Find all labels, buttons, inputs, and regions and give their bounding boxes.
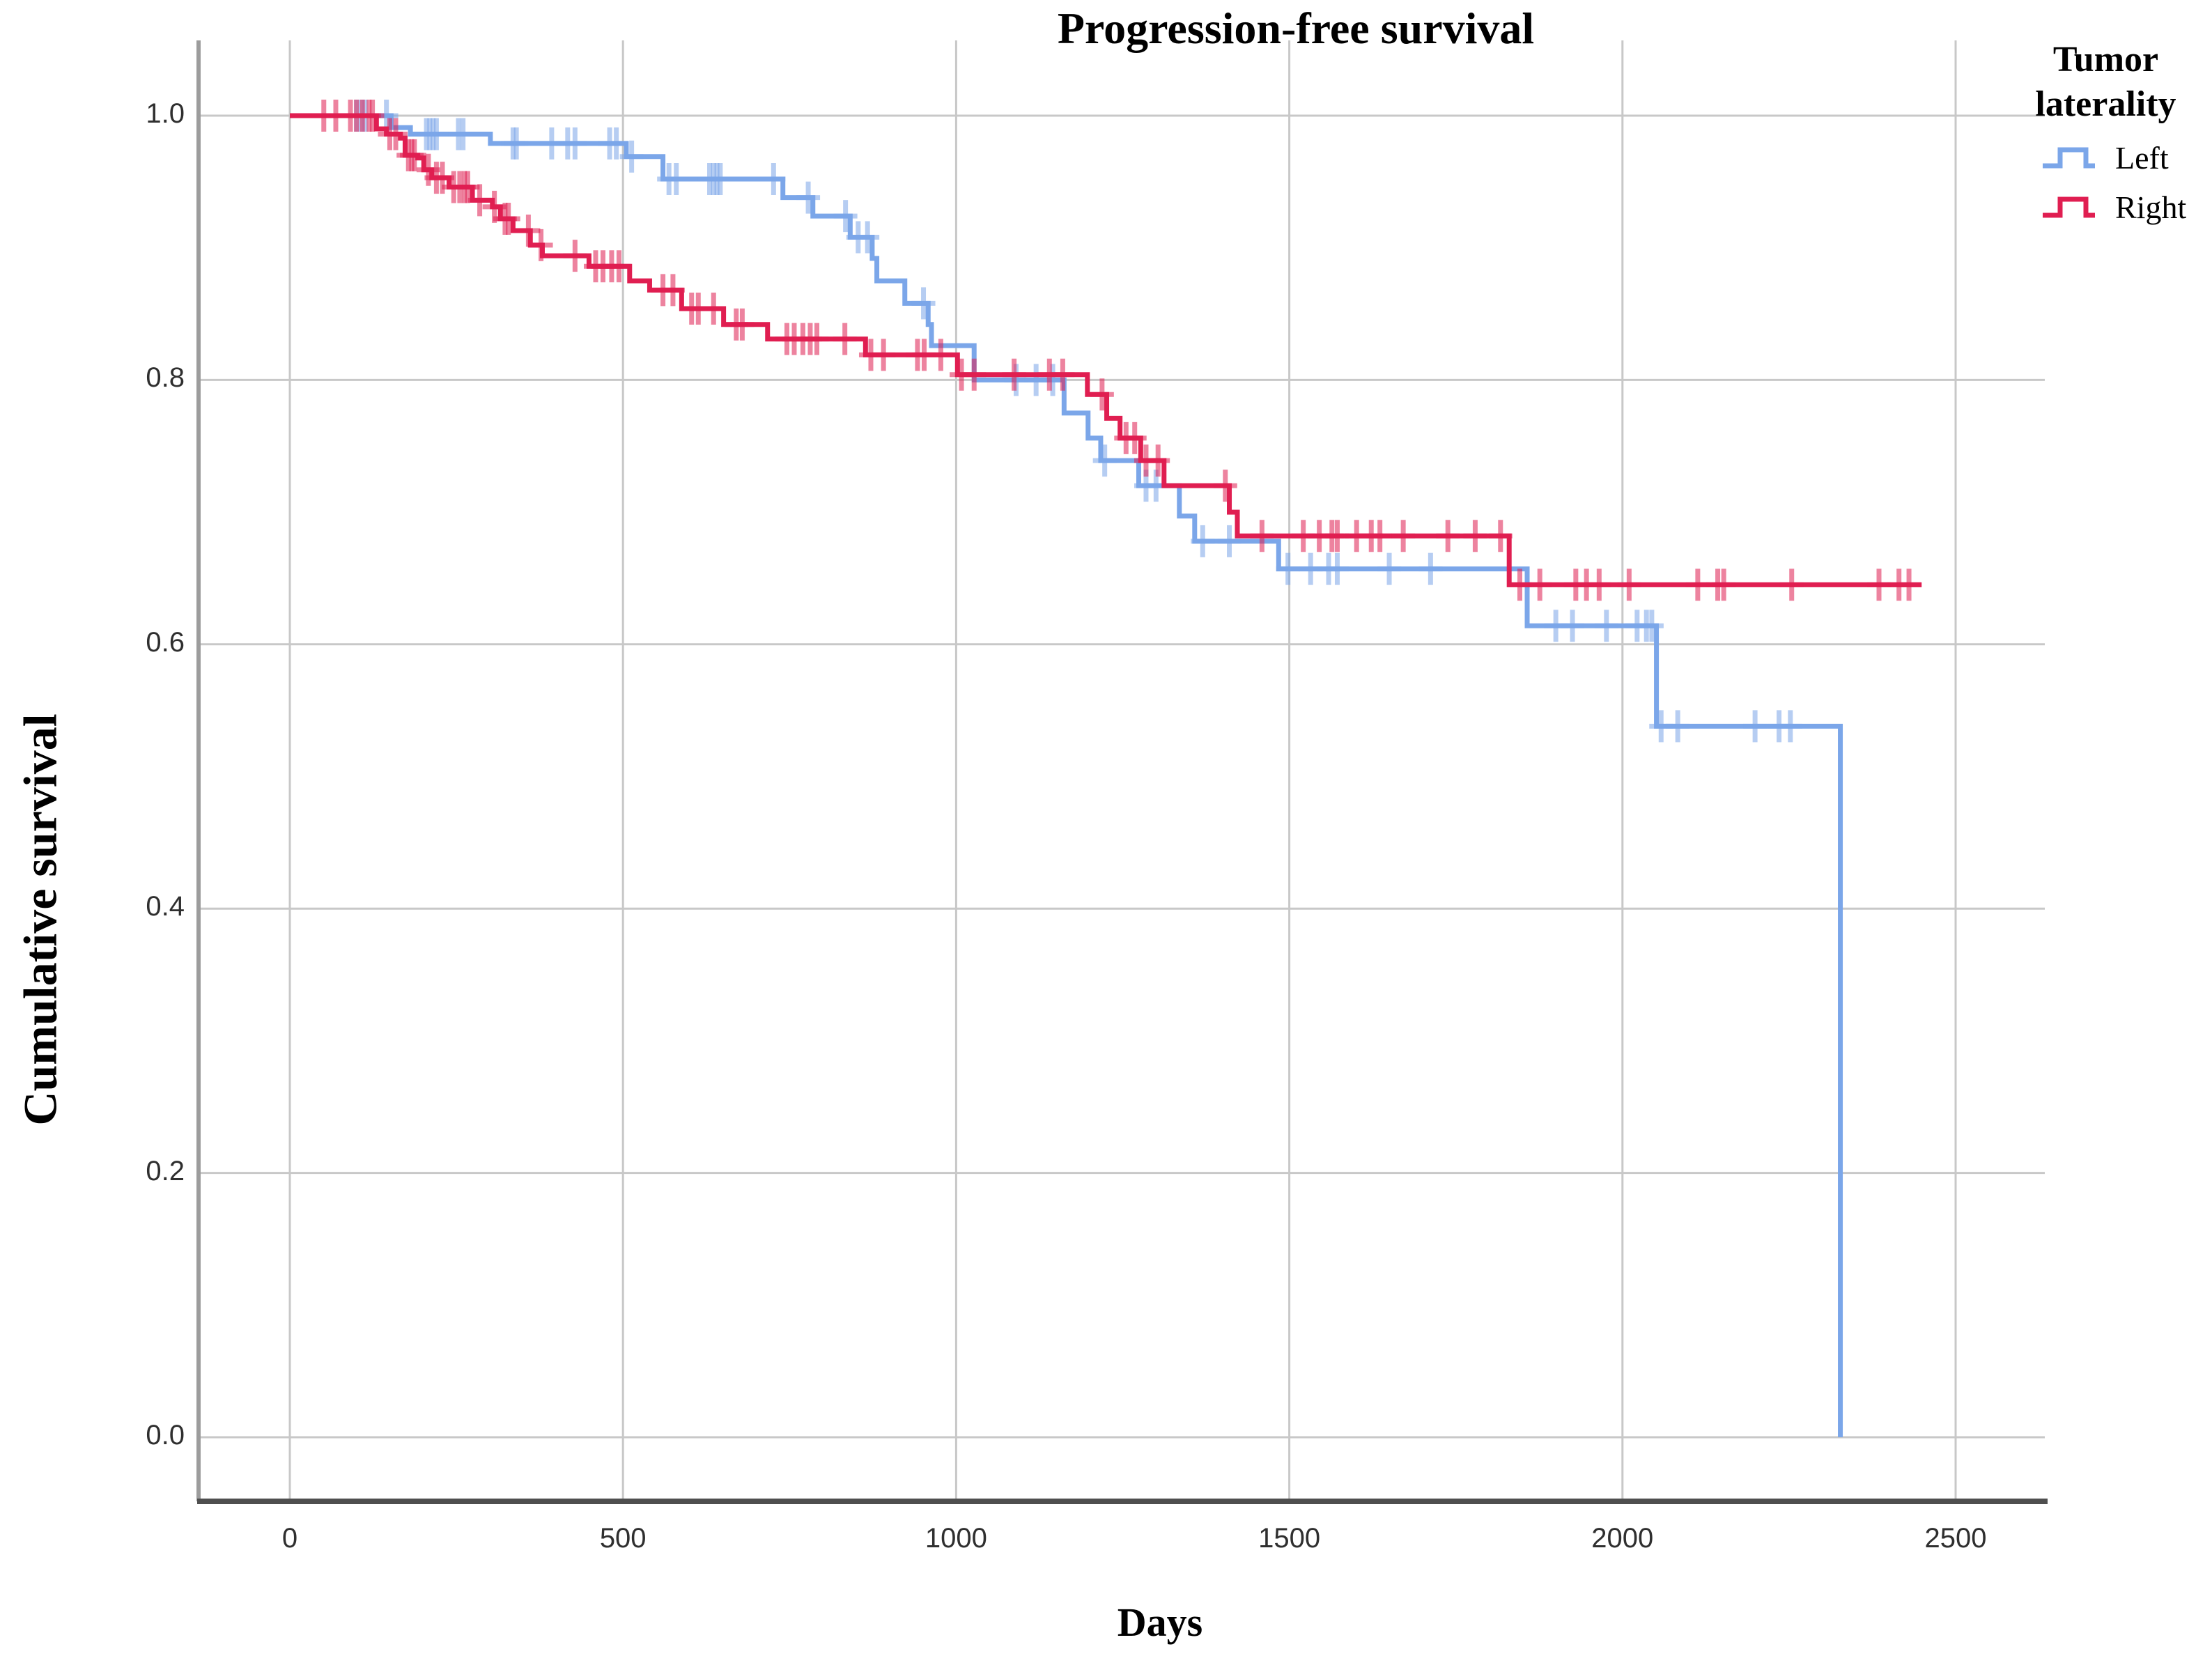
x-axis-title: Days bbox=[1117, 1600, 1203, 1645]
y-tick-label-0.4: 0.4 bbox=[146, 891, 185, 922]
y-tick-label-0.8: 0.8 bbox=[146, 362, 185, 394]
y-axis-title: Cumulative survival bbox=[13, 713, 67, 1126]
legend-title-line2: laterality bbox=[2035, 84, 2176, 124]
x-tick-label-1500: 1500 bbox=[1258, 1523, 1321, 1554]
legend-item-left: Left bbox=[2000, 139, 2212, 176]
x-tick-label-2000: 2000 bbox=[1591, 1523, 1654, 1554]
right-series-swatch-icon bbox=[2043, 196, 2095, 217]
legend-label-left: Left bbox=[2115, 140, 2169, 176]
y-tick-label-0.2: 0.2 bbox=[146, 1155, 185, 1186]
legend-label-right: Right bbox=[2115, 189, 2187, 225]
left-series-swatch-icon bbox=[2043, 147, 2095, 168]
chart-title: Progression-free survival bbox=[1057, 3, 1535, 53]
y-tick-label-0.0: 0.0 bbox=[146, 1420, 185, 1450]
x-tick-label-500: 500 bbox=[599, 1523, 647, 1554]
legend-title: Tumor laterality bbox=[2000, 38, 2212, 127]
y-tick-label-0.6: 0.6 bbox=[146, 626, 185, 658]
series-right-curve bbox=[290, 113, 1922, 587]
legend-title-line1: Tumor bbox=[2052, 40, 2159, 79]
x-tick-label-2500: 2500 bbox=[1924, 1523, 1987, 1554]
x-tick-label-0: 0 bbox=[281, 1523, 298, 1554]
series-left-curve bbox=[290, 113, 1843, 1437]
y-tick-label-1.0: 1.0 bbox=[146, 98, 185, 129]
x-tick-label-1000: 1000 bbox=[925, 1523, 987, 1554]
legend: Tumor laterality Left Right bbox=[2000, 38, 2212, 226]
legend-item-right: Right bbox=[2000, 189, 2212, 226]
